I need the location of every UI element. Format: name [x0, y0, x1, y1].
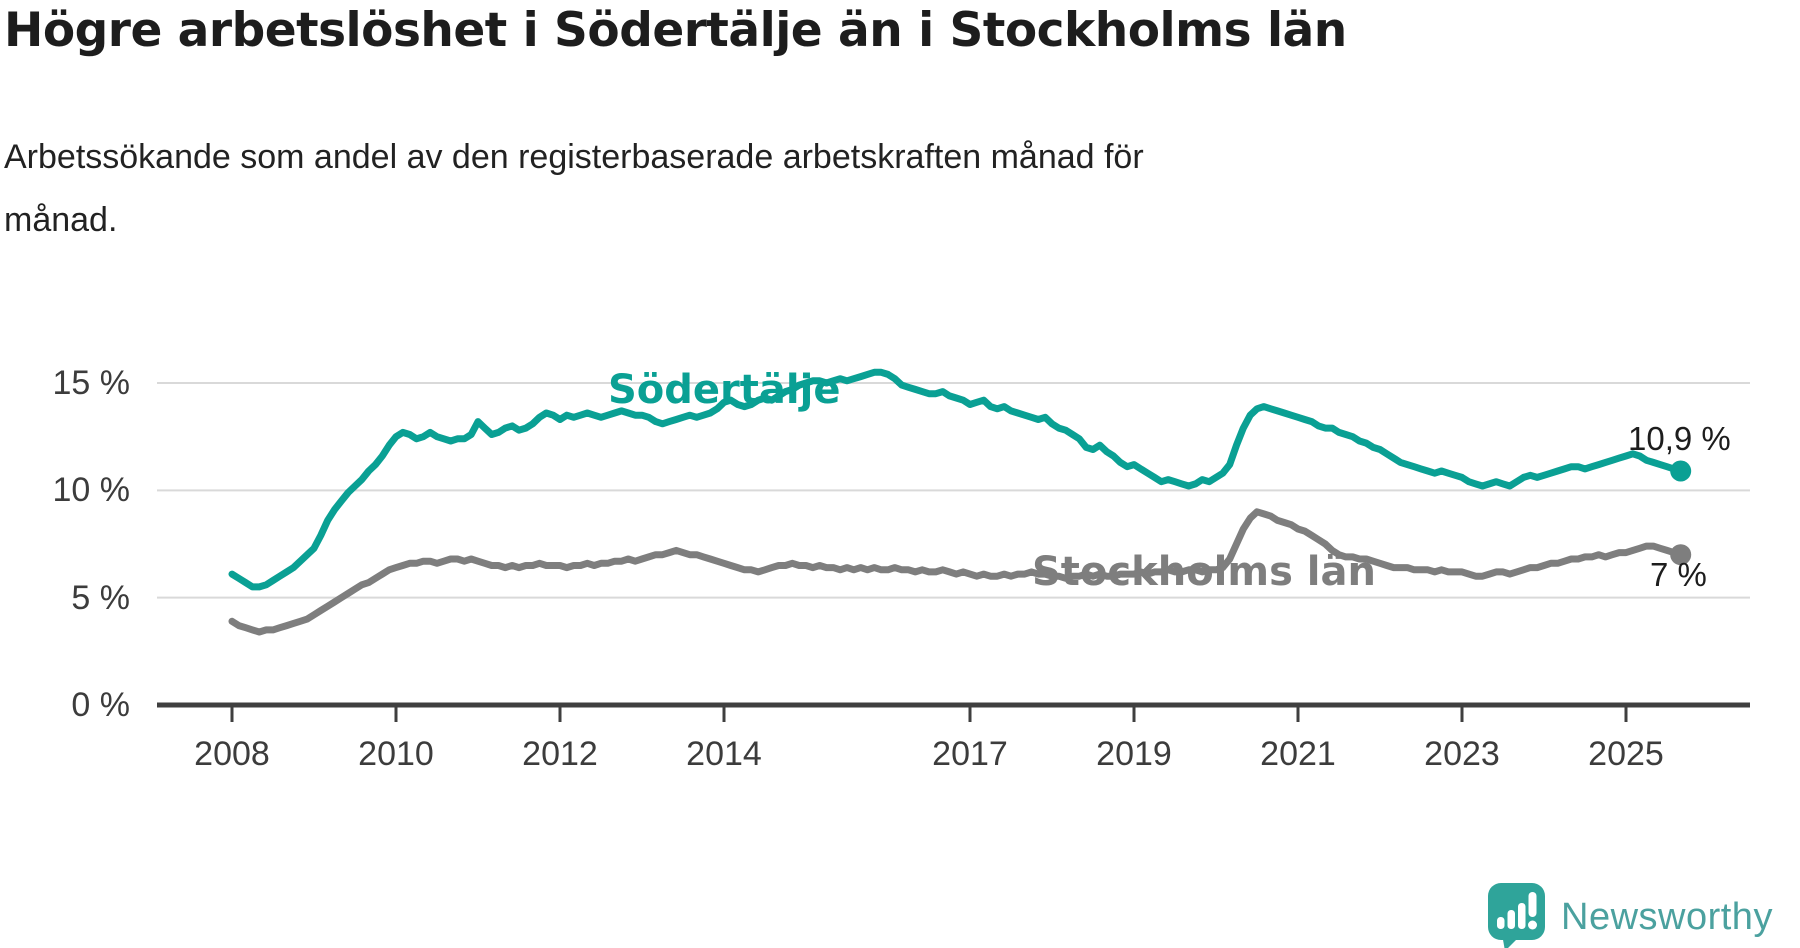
y-tick-label-15: 15 % — [52, 363, 131, 402]
x-tick-label-2023: 2023 — [1424, 735, 1500, 773]
logo-bar-tall — [1518, 903, 1526, 929]
end-value-label-stockholms-lan: 7 % — [1650, 556, 1707, 593]
x-tick-label-2025: 2025 — [1588, 735, 1664, 773]
end-value-label-sodertalje: 10,9 % — [1628, 420, 1731, 457]
x-tick-label-2008: 2008 — [194, 735, 270, 773]
logo-exclamation-dot — [1528, 920, 1537, 930]
chart-subtitle-line-2: månad. — [4, 201, 118, 239]
series-end-dot-stockholms-lan — [1670, 544, 1692, 566]
series-line-sodertalje — [228, 368, 1685, 591]
series-label-stockholms-lan: Stockholms län — [1032, 549, 1376, 595]
series-end-dot-sodertalje — [1670, 460, 1692, 482]
y-tick-label-5: 5 % — [71, 578, 130, 617]
series-label-sodertalje: Södertälje — [608, 367, 841, 413]
logo-exclamation-stem — [1528, 892, 1537, 917]
logo-bar-medium — [1507, 910, 1515, 929]
x-tick-label-2010: 2010 — [358, 735, 434, 773]
x-tick-label-2019: 2019 — [1096, 735, 1172, 773]
newsworthy-logo: Newsworthy — [1487, 882, 1773, 948]
newsworthy-logo-text: Newsworthy — [1561, 896, 1773, 938]
chart-subtitle-line-1: Arbetssökande som andel av den registerb… — [4, 138, 1144, 176]
newsworthy-logo-icon — [1488, 883, 1545, 948]
logo-bar-short — [1497, 917, 1505, 929]
chart-subtitle: Arbetssökande som andel av den registerb… — [4, 126, 1604, 252]
y-tick-label-0: 0 % — [71, 686, 130, 724]
x-tick-label-2021: 2021 — [1260, 735, 1336, 773]
x-tick-label-2012: 2012 — [522, 735, 598, 773]
x-tick-label-2014: 2014 — [686, 735, 762, 773]
x-tick-label-2017: 2017 — [932, 735, 1008, 773]
page-title: Högre arbetslöshet i Södertälje än i Sto… — [4, 3, 1347, 58]
series-line-stockholms-lan — [228, 508, 1685, 636]
y-tick-label-10: 10 % — [52, 471, 131, 510]
